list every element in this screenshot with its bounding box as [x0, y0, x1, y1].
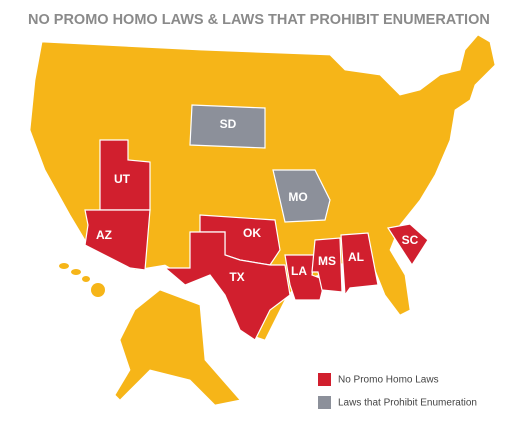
state-label: TX	[229, 270, 244, 284]
hawaii-island	[59, 263, 69, 269]
state-sd	[189, 104, 266, 149]
state-label: SC	[402, 233, 419, 247]
hawaii	[59, 263, 105, 297]
state-label: MS	[318, 254, 336, 268]
state-az	[84, 209, 151, 271]
state-ms	[311, 237, 343, 293]
hawaii-island	[91, 283, 105, 297]
hawaii-island	[71, 269, 81, 275]
legend-swatch	[318, 396, 331, 409]
state-mo	[272, 169, 331, 223]
state-label: AL	[348, 250, 364, 264]
state-label: SD	[220, 117, 237, 131]
state-label: UT	[114, 172, 131, 186]
state-al	[340, 232, 379, 297]
state-label: MO	[288, 190, 307, 204]
state-label: OK	[243, 226, 261, 240]
alaska	[114, 289, 241, 406]
state-label: LA	[291, 264, 307, 278]
state-sc	[387, 223, 429, 267]
state-tx	[163, 231, 291, 341]
map-title: NO PROMO HOMO LAWS & LAWS THAT PROHIBIT …	[28, 12, 490, 28]
hawaii-island	[82, 276, 90, 282]
state-label: AZ	[96, 228, 112, 242]
legend-swatch	[318, 373, 331, 386]
legend-label: Laws that Prohibit Enumeration	[338, 398, 477, 409]
legend-label: No Promo Homo Laws	[338, 375, 439, 386]
